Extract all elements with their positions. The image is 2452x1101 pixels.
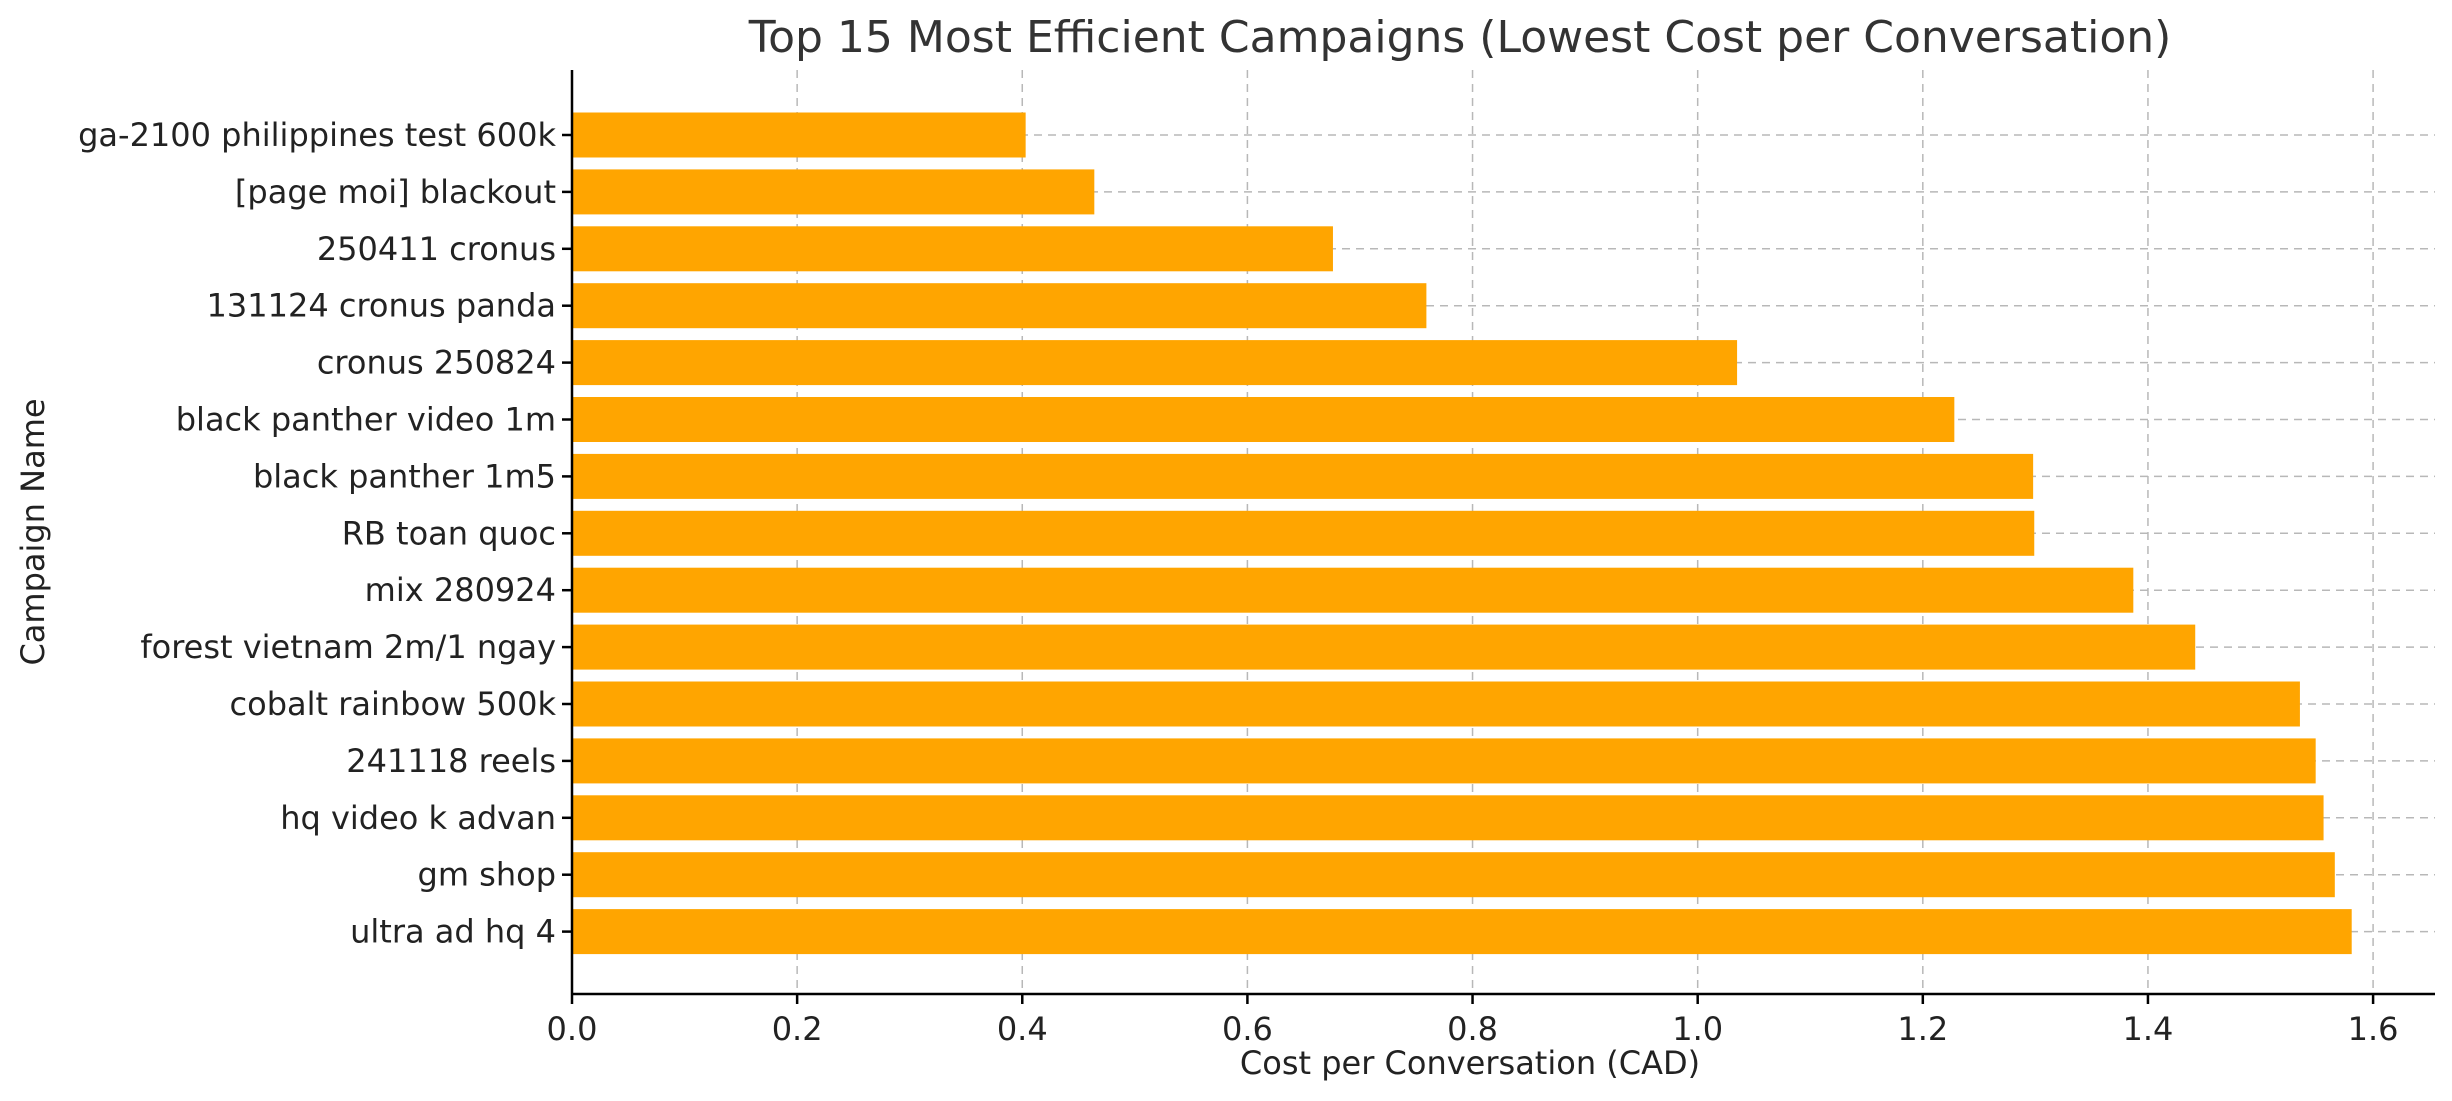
y-tick-label: 131124 cronus panda bbox=[207, 287, 556, 325]
y-tick-label: mix 280924 bbox=[365, 571, 556, 609]
y-tick-label: cobalt rainbow 500k bbox=[230, 685, 557, 723]
y-tick-label: 250411 cronus bbox=[317, 230, 556, 268]
axes bbox=[570, 70, 2435, 996]
x-tick-label: 0.0 bbox=[547, 1010, 598, 1048]
bar bbox=[572, 283, 1427, 329]
x-tick-label: 0.2 bbox=[772, 1010, 823, 1048]
chart-title: Top 15 Most Efficient Campaigns (Lowest … bbox=[748, 12, 2172, 63]
x-axis-label: Cost per Conversation (CAD) bbox=[1240, 1044, 1700, 1082]
y-tick-label: gm shop bbox=[418, 856, 557, 894]
x-tick-label: 1.2 bbox=[1897, 1010, 1948, 1048]
x-tick-label: 1.0 bbox=[1672, 1010, 1723, 1048]
bar bbox=[572, 112, 1026, 158]
y-tick-label: black panther video 1m bbox=[176, 401, 556, 439]
x-tick-label: 0.4 bbox=[997, 1010, 1048, 1048]
y-tick-label: hq video k advan bbox=[280, 799, 556, 837]
y-tick-label: ga-2100 philippines test 600k bbox=[78, 116, 556, 154]
bar bbox=[572, 567, 2134, 613]
bar bbox=[572, 624, 2196, 670]
bars bbox=[572, 112, 2352, 955]
y-tick-label: forest vietnam 2m/1 ngay bbox=[140, 628, 556, 666]
bar bbox=[572, 681, 2300, 727]
x-axis-ticks: 0.0 0.2 0.4 0.6 0.8 1.0 1.2 1.4 1.6 bbox=[547, 994, 2399, 1048]
y-tick-label: [page moi] blackout bbox=[235, 173, 556, 211]
y-tick-label: ultra ad hq 4 bbox=[350, 913, 556, 951]
x-tick-label: 0.6 bbox=[1222, 1010, 1273, 1048]
bar bbox=[572, 397, 1955, 442]
bar bbox=[572, 453, 2034, 499]
x-tick-label: 1.4 bbox=[2123, 1010, 2174, 1048]
bar bbox=[572, 852, 2335, 898]
y-tick-label: cronus 250824 bbox=[317, 344, 556, 382]
y-axis-ticks: ga-2100 philippines test 600k [page moi] … bbox=[78, 116, 572, 951]
y-tick-label: 241118 reels bbox=[346, 742, 556, 780]
bar bbox=[572, 226, 1333, 272]
y-axis-label: Campaign Name bbox=[14, 398, 52, 665]
bar bbox=[572, 909, 2352, 955]
bar bbox=[572, 169, 1095, 215]
bar bbox=[572, 795, 2324, 841]
x-tick-label: 1.6 bbox=[2348, 1010, 2399, 1048]
y-tick-label: black panther 1m5 bbox=[253, 457, 556, 495]
bar bbox=[572, 510, 2035, 556]
x-tick-label: 0.8 bbox=[1447, 1010, 1498, 1048]
y-tick-label: RB toan quoc bbox=[342, 514, 556, 552]
bar bbox=[572, 340, 1738, 386]
bar bbox=[572, 738, 2316, 784]
